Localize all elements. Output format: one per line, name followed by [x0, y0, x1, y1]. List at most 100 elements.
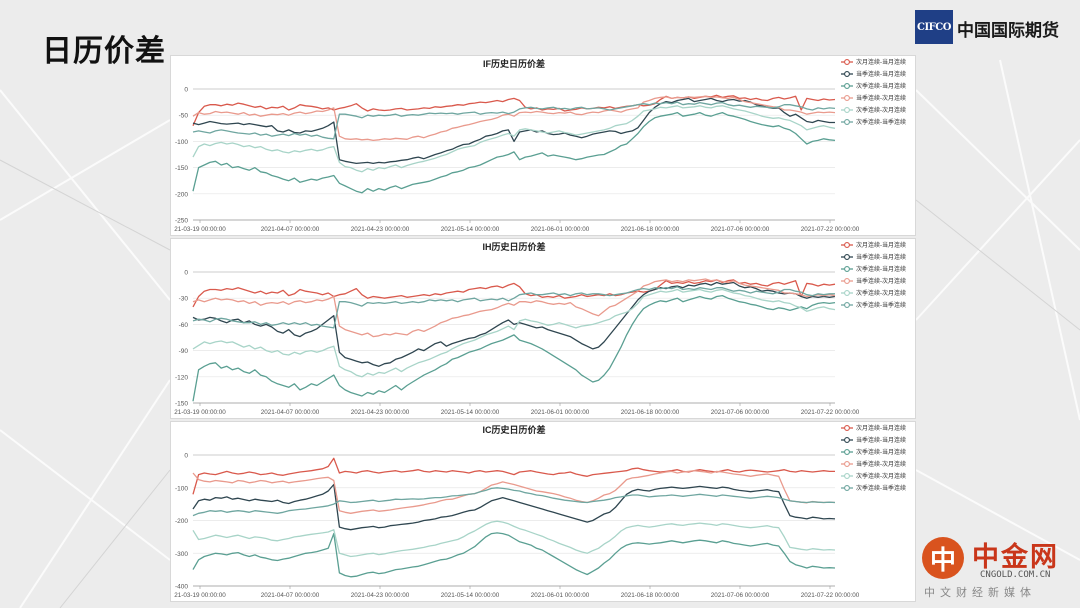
legend-marker-icon — [844, 473, 850, 479]
legend-marker-icon — [844, 437, 850, 443]
x-tick-label: 2021-04-07 00:00:00 — [261, 409, 320, 416]
legend-item[interactable]: 次月连续-当月连续 — [841, 58, 906, 66]
legend-item[interactable]: 次季连续-当月连续 — [841, 265, 906, 273]
y-tick-label: -50 — [179, 113, 189, 120]
series-line-4 — [192, 278, 836, 338]
series-line-5 — [192, 105, 836, 173]
x-tick-label: 21-03-19 00:00:00 — [174, 226, 226, 233]
legend-item[interactable]: 次季连续-当季连续 — [841, 484, 906, 492]
cifco-logo-mark: CIFCO — [915, 10, 953, 44]
chart-panel-ic: IC历史日历价差 0 -100 -200 -300 -400 21-03-19 00:00:… — [170, 421, 916, 602]
legend-item[interactable]: 次季连续-次月连续 — [841, 472, 906, 480]
y-tick-label: -150 — [175, 165, 188, 172]
series-line-5 — [192, 288, 836, 378]
y-tick-label: -400 — [175, 584, 188, 591]
y-tick-label: -250 — [175, 218, 188, 225]
series-line-1 — [192, 94, 836, 126]
legend-label: 次月连续-当月连续 — [856, 58, 906, 66]
legend-item[interactable]: 当季连续-当月连续 — [841, 70, 906, 78]
series-line-2 — [192, 483, 836, 531]
y-tick-label: -300 — [175, 551, 188, 558]
slide-title: 日历价差 — [42, 34, 166, 69]
legend-item[interactable]: 次季连续-当月连续 — [841, 448, 906, 456]
legend-item[interactable]: 当季连续-当月连续 — [841, 436, 906, 444]
cngold-watermark: 中 中金网 CNGOLD.COM.CN 中文财经新媒体 — [920, 533, 1070, 603]
series-line-3 — [192, 294, 836, 402]
x-tick-label: 2021-04-23 00:00:00 — [351, 592, 410, 599]
legend-item[interactable]: 次季连续-次月连续 — [841, 289, 906, 297]
x-tick-label: 2021-05-14 00:00:00 — [441, 592, 500, 599]
legend-label: 当季连续-当月连续 — [856, 436, 906, 444]
legend-marker-icon — [844, 290, 850, 296]
series-line-5 — [192, 520, 836, 558]
x-tick-label: 2021-05-14 00:00:00 — [441, 409, 500, 416]
y-tick-label: 0 — [184, 87, 188, 94]
watermark-domain: CNGOLD.COM.CN — [980, 570, 1051, 580]
x-tick-label: 2021-06-18 00:00:00 — [621, 226, 680, 233]
series-line-3 — [192, 111, 836, 194]
chart-title: IH历史日历价差 — [482, 241, 545, 252]
legend-marker-icon — [844, 266, 850, 272]
chart-panel-if: IF历史日历价差 0 -50 -100 -150 -200 -250 21-03-19 00:… — [170, 55, 916, 236]
series-line-1 — [192, 457, 835, 495]
chart-title: IC历史日历价差 — [482, 424, 545, 435]
legend-item[interactable]: 次季连续-当季连续 — [841, 118, 906, 126]
series-line-6 — [192, 487, 836, 517]
y-tick-label: -100 — [175, 139, 188, 146]
legend-label: 次季连续-次月连续 — [856, 289, 906, 297]
legend-marker-icon — [844, 83, 850, 89]
legend-marker-icon — [844, 278, 850, 284]
company-name: 中国国际期货 — [957, 21, 1059, 41]
series-line-6 — [192, 101, 836, 140]
legend-marker-icon — [844, 242, 850, 248]
legend-marker-icon — [844, 107, 850, 113]
legend-item[interactable]: 当季连续-次月连续 — [841, 277, 906, 285]
y-tick-label: -200 — [175, 191, 188, 198]
legend-marker-icon — [844, 302, 850, 308]
legend-item[interactable]: 次季连续-次月连续 — [841, 106, 906, 114]
legend-item[interactable]: 次季连续-当月连续 — [841, 82, 906, 90]
legend-item[interactable]: 次月连续-当月连续 — [841, 241, 906, 249]
series-line-4 — [192, 470, 836, 514]
legend-marker-icon — [844, 71, 850, 77]
x-tick-label: 2021-07-22 00:00:00 — [801, 409, 860, 416]
legend-item[interactable]: 当季连续-次月连续 — [841, 460, 906, 468]
x-tick-label: 2021-04-23 00:00:00 — [351, 409, 410, 416]
legend-marker-icon — [844, 425, 850, 431]
legend-label: 次季连续-当季连续 — [856, 484, 906, 492]
legend-item[interactable]: 次月连续-当月连续 — [841, 424, 906, 432]
chart-title: IF历史日历价差 — [483, 58, 545, 69]
x-tick-label: 2021-06-18 00:00:00 — [621, 409, 680, 416]
x-tick-label: 2021-06-01 00:00:00 — [531, 409, 590, 416]
legend-marker-icon — [844, 485, 850, 491]
x-tick-label: 2021-04-23 00:00:00 — [351, 226, 410, 233]
x-tick-label: 2021-07-06 00:00:00 — [711, 409, 770, 416]
legend-item[interactable]: 次季连续-当季连续 — [841, 301, 906, 309]
legend-label: 次季连续-当月连续 — [856, 448, 906, 456]
series-line-3 — [192, 532, 836, 578]
company-logo: CIFCO 中国国际期货 — [915, 10, 1075, 46]
x-tick-label: 2021-06-01 00:00:00 — [531, 592, 590, 599]
y-tick-label: -30 — [179, 296, 189, 303]
legend-item[interactable]: 当季连续-当月连续 — [841, 253, 906, 261]
x-tick-label: 2021-07-22 00:00:00 — [801, 226, 860, 233]
legend-label: 当季连续-次月连续 — [856, 277, 906, 285]
x-tick-label: 2021-07-06 00:00:00 — [711, 592, 770, 599]
legend-label: 次季连续-次月连续 — [856, 106, 906, 114]
legend-label: 次季连续-当季连续 — [856, 118, 906, 126]
legend-item[interactable]: 当季连续-次月连续 — [841, 94, 906, 102]
x-tick-label: 2021-04-07 00:00:00 — [261, 226, 320, 233]
legend-label: 次月连续-当月连续 — [856, 424, 906, 432]
chart-panel-ih: IH历史日历价差 0 -30 -60 -90 -120 -150 21-03-19 00:00… — [170, 238, 916, 419]
x-tick-label: 2021-06-01 00:00:00 — [531, 226, 590, 233]
series-line-6 — [192, 286, 835, 329]
legend-label: 次季连续-当月连续 — [856, 82, 906, 90]
watermark-name: 中金网 — [972, 542, 1059, 573]
y-tick-label: -200 — [175, 518, 188, 525]
x-tick-label: 2021-05-14 00:00:00 — [441, 226, 500, 233]
legend-label: 当季连续-当月连续 — [856, 253, 906, 261]
x-tick-label: 2021-06-18 00:00:00 — [621, 592, 680, 599]
y-tick-label: -150 — [175, 401, 188, 408]
y-tick-label: -90 — [179, 348, 189, 355]
